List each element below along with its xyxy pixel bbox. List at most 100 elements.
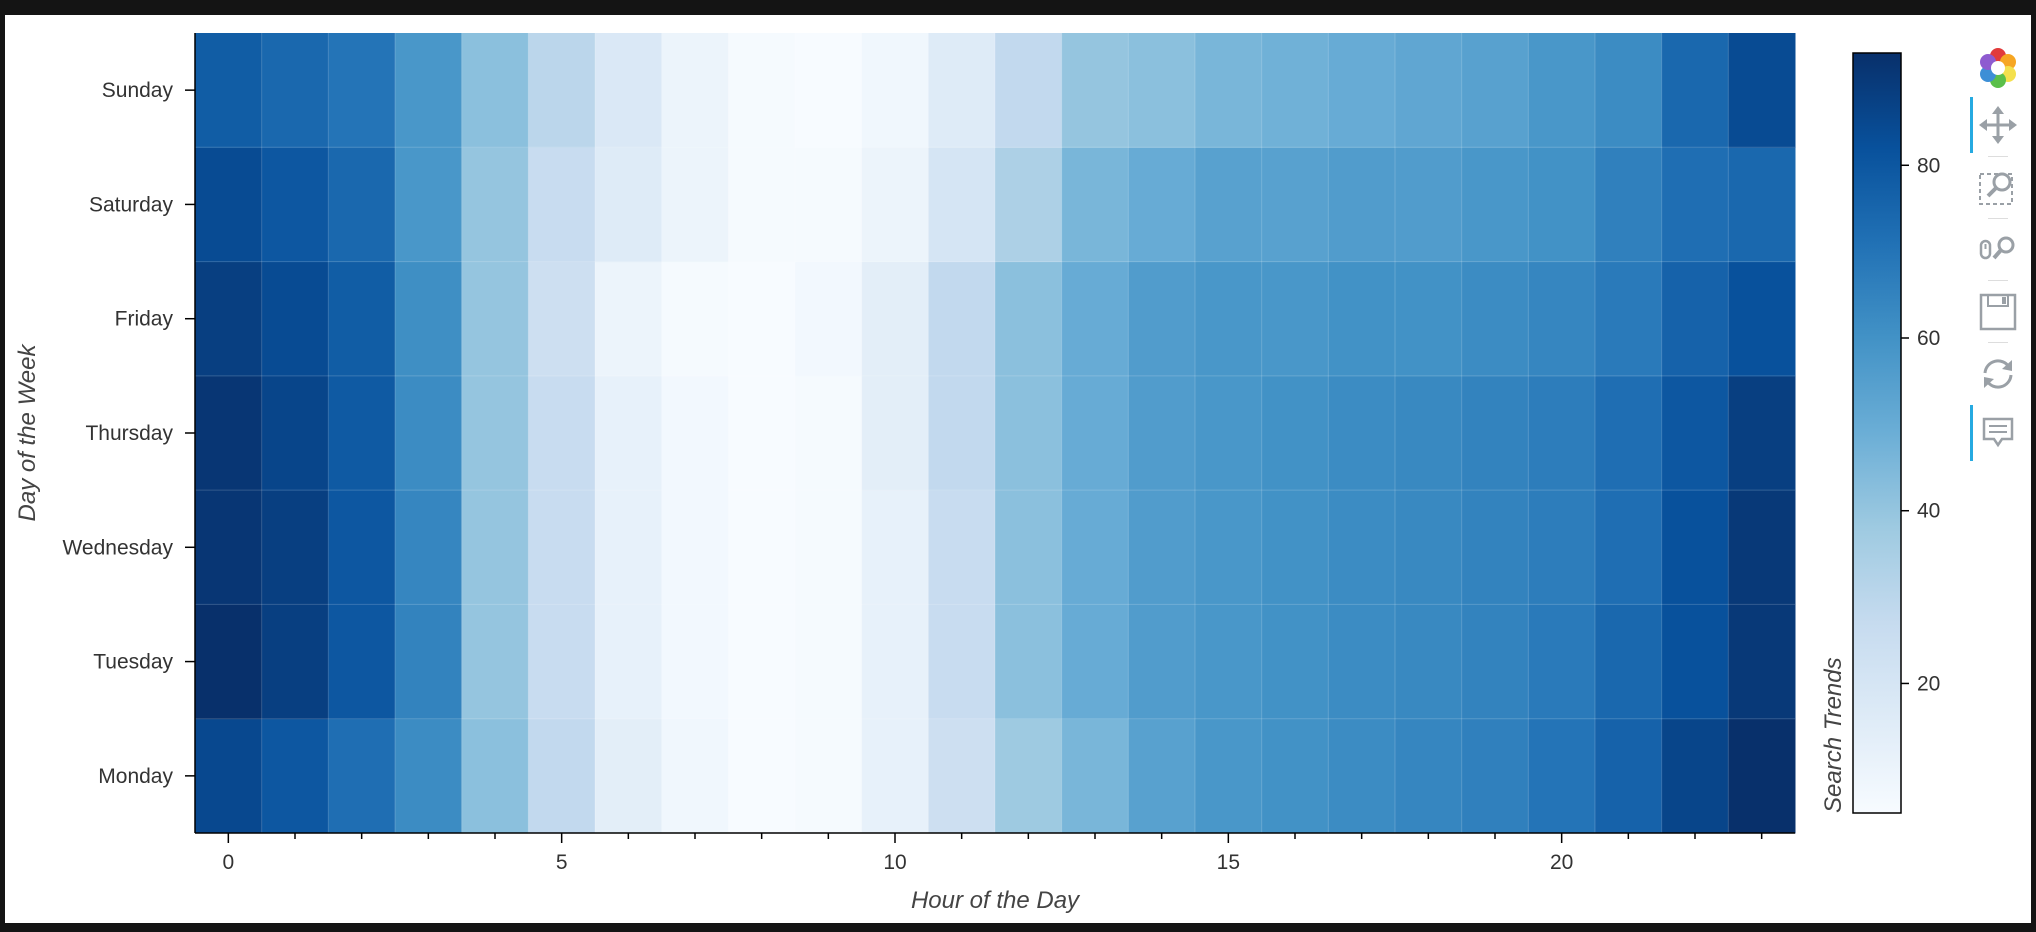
heatmap-cell[interactable]	[1395, 490, 1463, 605]
heatmap-cell[interactable]	[1595, 261, 1663, 377]
heatmap-cell[interactable]	[395, 375, 463, 491]
reset-tool[interactable]	[1970, 346, 2026, 402]
heatmap-cell[interactable]	[1461, 490, 1529, 605]
heatmap-cell[interactable]	[1128, 33, 1196, 148]
heatmap-cell[interactable]	[1461, 147, 1529, 263]
heatmap-cell[interactable]	[928, 33, 996, 148]
heatmap-cell[interactable]	[1728, 261, 1796, 377]
heatmap-cell[interactable]	[1195, 147, 1263, 263]
heatmap-cell[interactable]	[1261, 261, 1329, 377]
heatmap-cell[interactable]	[595, 375, 663, 491]
heatmap-cell[interactable]	[1328, 718, 1396, 834]
heatmap-cell[interactable]	[1195, 375, 1263, 491]
heatmap-cell[interactable]	[1395, 604, 1463, 720]
heatmap-cell[interactable]	[795, 147, 863, 263]
heatmap-cell[interactable]	[1195, 33, 1263, 148]
heatmap-cell[interactable]	[395, 604, 463, 720]
heatmap-cell[interactable]	[1128, 261, 1196, 377]
heatmap-cell[interactable]	[728, 147, 796, 263]
heatmap-cell[interactable]	[1728, 375, 1796, 491]
heatmap-cell[interactable]	[595, 718, 663, 834]
heatmap-cell[interactable]	[1728, 490, 1796, 605]
heatmap-cell[interactable]	[395, 490, 463, 605]
heatmap-cell[interactable]	[795, 718, 863, 834]
heatmap-cell[interactable]	[1128, 490, 1196, 605]
heatmap-cell[interactable]	[1061, 604, 1129, 720]
heatmap-cell[interactable]	[1528, 375, 1596, 491]
heatmap-cell[interactable]	[261, 147, 329, 263]
heatmap-cell[interactable]	[1595, 33, 1663, 148]
heatmap-cell[interactable]	[995, 490, 1063, 605]
bokeh-logo-icon[interactable]	[1970, 40, 2026, 96]
heatmap-cell[interactable]	[261, 604, 329, 720]
heatmap-cell[interactable]	[1128, 604, 1196, 720]
wheel-zoom-tool[interactable]	[1970, 222, 2026, 278]
heatmap-cell[interactable]	[395, 147, 463, 263]
heatmap-cell[interactable]	[1261, 718, 1329, 834]
heatmap-cell[interactable]	[795, 33, 863, 148]
heatmap-cell[interactable]	[728, 604, 796, 720]
heatmap-cell[interactable]	[261, 33, 329, 148]
heatmap-cell[interactable]	[661, 375, 729, 491]
heatmap-cell[interactable]	[1328, 147, 1396, 263]
heatmap-cell[interactable]	[1728, 604, 1796, 720]
box-zoom-tool[interactable]	[1970, 160, 2026, 216]
heatmap-cell[interactable]	[528, 375, 596, 491]
heatmap-cell[interactable]	[995, 261, 1063, 377]
heatmap-cell[interactable]	[1661, 718, 1729, 834]
heatmap-cell[interactable]	[1061, 490, 1129, 605]
heatmap-cell[interactable]	[328, 33, 396, 148]
heatmap-cell[interactable]	[1328, 604, 1396, 720]
heatmap-cell[interactable]	[461, 375, 529, 491]
heatmap-cell[interactable]	[1261, 33, 1329, 148]
heatmap-cell[interactable]	[661, 490, 729, 605]
heatmap-cell[interactable]	[1595, 375, 1663, 491]
heatmap-cell[interactable]	[995, 604, 1063, 720]
heatmap-cell[interactable]	[1528, 604, 1596, 720]
heatmap-cell[interactable]	[1261, 604, 1329, 720]
heatmap-cell[interactable]	[528, 718, 596, 834]
heatmap-cell[interactable]	[995, 33, 1063, 148]
heatmap-cell[interactable]	[195, 718, 263, 834]
heatmap-cell[interactable]	[728, 33, 796, 148]
heatmap-cell[interactable]	[928, 490, 996, 605]
heatmap-cell[interactable]	[1261, 147, 1329, 263]
heatmap-cell[interactable]	[928, 718, 996, 834]
heatmap-cell[interactable]	[861, 261, 929, 377]
heatmap-cell[interactable]	[1395, 147, 1463, 263]
heatmap-cell[interactable]	[461, 261, 529, 377]
heatmap-cell[interactable]	[1328, 261, 1396, 377]
heatmap-cell[interactable]	[528, 490, 596, 605]
heatmap-cell[interactable]	[995, 718, 1063, 834]
heatmap-cell[interactable]	[1461, 604, 1529, 720]
heatmap-cell[interactable]	[1461, 33, 1529, 148]
heatmap-cell[interactable]	[595, 490, 663, 605]
heatmap-cell[interactable]	[728, 718, 796, 834]
heatmap-cell[interactable]	[1061, 375, 1129, 491]
heatmap-cell[interactable]	[861, 375, 929, 491]
heatmap-cell[interactable]	[261, 375, 329, 491]
heatmap-cell[interactable]	[1728, 147, 1796, 263]
heatmap-cell[interactable]	[1461, 261, 1529, 377]
heatmap-cell[interactable]	[795, 261, 863, 377]
heatmap-cell[interactable]	[1528, 490, 1596, 605]
heatmap-cell[interactable]	[661, 718, 729, 834]
heatmap-cell[interactable]	[795, 375, 863, 491]
heatmap-cell[interactable]	[461, 147, 529, 263]
heatmap-cell[interactable]	[1728, 718, 1796, 834]
heatmap-cell[interactable]	[1195, 490, 1263, 605]
heatmap-cell[interactable]	[928, 261, 996, 377]
heatmap-cell[interactable]	[1195, 604, 1263, 720]
heatmap-cell[interactable]	[661, 261, 729, 377]
heatmap-cell[interactable]	[928, 147, 996, 263]
heatmap-cell[interactable]	[328, 718, 396, 834]
heatmap-cell[interactable]	[1128, 375, 1196, 491]
save-tool[interactable]	[1970, 284, 2026, 340]
heatmap-cell[interactable]	[795, 490, 863, 605]
heatmap-cell[interactable]	[1595, 490, 1663, 605]
heatmap-cell[interactable]	[861, 147, 929, 263]
heatmap-cell[interactable]	[528, 147, 596, 263]
heatmap-cell[interactable]	[1528, 33, 1596, 148]
heatmap-cell[interactable]	[328, 604, 396, 720]
heatmap-cell[interactable]	[328, 375, 396, 491]
